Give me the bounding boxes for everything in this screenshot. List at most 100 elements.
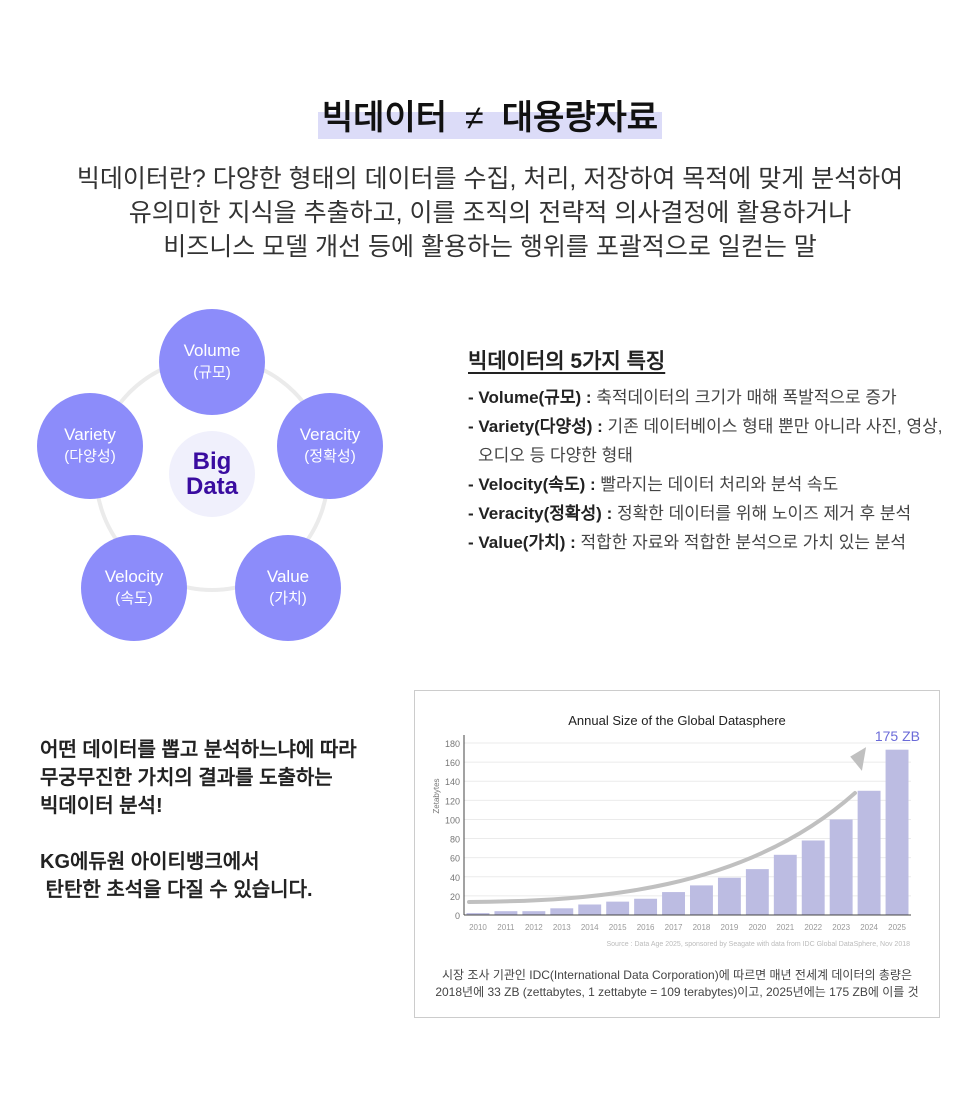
x-tick-label: 2017 [665, 923, 683, 932]
chart-title: Annual Size of the Global Datasphere [568, 713, 786, 728]
bar-2022 [801, 840, 825, 915]
feature-desc: 정확한 데이터를 위해 노이즈 제거 후 분석 [612, 504, 912, 523]
bar-2010 [466, 913, 490, 915]
caption-line: 2018년에 33 ZB (zettabytes, 1 zettabyte = … [435, 985, 919, 999]
circle-sublabel: (다양성) [64, 448, 116, 465]
x-tick-label: 2016 [637, 923, 655, 932]
feature-term: - Volume(규모) : [468, 388, 592, 407]
bar-2021 [773, 854, 797, 915]
promo-line: 탄탄한 초석을 다질 수 있습니다. [40, 879, 313, 901]
title-left: 빅데이터 [321, 99, 448, 137]
promo-line: 빅데이터 분석! [40, 795, 163, 817]
circle-sublabel: (정확성) [304, 448, 356, 465]
circle-value: Value (가치) [235, 535, 341, 641]
bar-2011 [494, 911, 518, 915]
x-tick-label: 2025 [888, 923, 906, 932]
intro-line: 빅데이터란? 다양한 형태의 데이터를 수집, 처리, 저장하여 목적에 맞게 … [76, 165, 904, 193]
annotation-175zb: 175 ZB [875, 728, 920, 744]
x-tick-label: 2021 [776, 923, 794, 932]
bar-2024 [857, 790, 881, 915]
title-highlight: 빅데이터 ≠ 대용량자료 [317, 90, 663, 139]
feature-desc: 기존 데이터베이스 형태 뿐만 아니라 사진, 영상, [602, 417, 943, 436]
intro-text: 빅데이터란? 다양한 형태의 데이터를 수집, 처리, 저장하여 목적에 맞게 … [0, 162, 980, 264]
not-equal-symbol: ≠ [465, 99, 484, 137]
datasphere-chart-card: Annual Size of the Global Datasphere 0 20 4… [414, 690, 940, 1018]
x-tick-label: 2010 [469, 923, 487, 932]
bar-2018 [690, 885, 713, 915]
center-label: Big [192, 448, 232, 475]
bar-2017 [662, 892, 685, 915]
y-tick-label: 40 [450, 873, 460, 883]
circle-label: Volume [183, 341, 241, 360]
bar-2013 [550, 908, 574, 915]
x-tick-label: 2018 [693, 923, 711, 932]
circle-variety: Variety (다양성) [37, 393, 143, 499]
circle-label: Veracity [299, 425, 361, 444]
x-tick-label: 2011 [497, 923, 515, 932]
circle-sublabel: (속도) [115, 590, 153, 607]
bar-2016 [634, 898, 658, 915]
feature-item: - Veracity(정확성) : 정확한 데이터를 위해 노이즈 제거 후 분… [468, 499, 942, 528]
feature-term: - Variety(다양성) : [468, 417, 603, 436]
y-tick-label: 100 [445, 815, 460, 825]
promo-line: KG에듀원 아이티뱅크에서 [40, 851, 260, 873]
x-tick-label: 2024 [860, 923, 878, 932]
feature-term: - Veracity(정확성) : [468, 504, 613, 523]
y-tick-label: 140 [445, 777, 460, 787]
x-tick-label: 2014 [581, 923, 599, 932]
x-tick-label: 2023 [832, 923, 850, 932]
feature-term: - Velocity(속도) : [468, 475, 596, 494]
x-tick-label: 2012 [525, 923, 543, 932]
title-right: 대용량자료 [501, 99, 659, 137]
growth-arrow [467, 791, 857, 904]
caption-line: 시장 조사 기관인 IDC(International Data Corpora… [441, 968, 913, 982]
circle-label: Velocity [104, 567, 164, 586]
promo-spacer [40, 820, 357, 848]
center-label: Data [185, 473, 239, 500]
bar-2014 [578, 904, 602, 915]
circle-volume: Volume (규모) [159, 309, 265, 415]
circle-velocity: Velocity (속도) [81, 535, 187, 641]
page-title: 빅데이터 ≠ 대용량자료 [0, 90, 980, 139]
feature-desc: 적합한 자료와 적합한 분석으로 가치 있는 분석 [575, 533, 907, 552]
y-axis-label: Zetabytes [432, 778, 441, 813]
promo-text: 어떤 데이터를 뽑고 분석하느냐에 따라 무궁무진한 가치의 결과를 도출하는 … [40, 736, 357, 904]
y-tick-label: 0 [455, 911, 460, 921]
x-tick-label: 2020 [748, 923, 766, 932]
y-tick-label: 60 [450, 854, 460, 864]
big-data-center: Big Data [169, 431, 255, 517]
circle-label: Value [266, 567, 310, 586]
x-tick-label: 2015 [609, 923, 627, 932]
feature-item: - Volume(규모) : 축적데이터의 크기가 매해 폭발적으로 증가 [468, 383, 942, 412]
x-tick-label: 2013 [553, 923, 571, 932]
bar-2025 [885, 749, 909, 915]
datasphere-chart: Annual Size of the Global Datasphere 0 20 4… [432, 713, 920, 948]
bar-2020 [745, 869, 769, 915]
features-heading: 빅데이터의 5가지 특징 [468, 350, 666, 373]
feature-desc: 축적데이터의 크기가 매해 폭발적으로 증가 [591, 388, 897, 407]
chart-caption: 시장 조사 기관인 IDC(International Data Corpora… [415, 967, 939, 1001]
bar-2023 [829, 819, 853, 915]
feature-desc-cont: 오디오 등 다양한 형태 [478, 446, 633, 465]
chart-source: Source : Data Age 2025, sponsored by Sea… [606, 941, 910, 948]
promo-line: 무궁무진한 가치의 결과를 도출하는 [40, 767, 333, 789]
circle-label: Variety [64, 425, 116, 444]
bar-2015 [606, 901, 630, 915]
feature-item: - Variety(다양성) : 기존 데이터베이스 형태 뿐만 아니라 사진,… [468, 412, 942, 470]
x-tick-label: 2019 [721, 923, 739, 932]
y-tick-label: 120 [445, 796, 460, 806]
intro-line: 비즈니스 모델 개선 등에 활용하는 행위를 포괄적으로 일컫는 말 [163, 233, 817, 261]
bar-2012 [522, 911, 546, 915]
y-tick-label: 180 [445, 739, 460, 749]
feature-desc: 빨라지는 데이터 처리와 분석 속도 [595, 475, 839, 494]
circle-sublabel: (규모) [193, 364, 231, 381]
x-tick-label: 2022 [804, 923, 822, 932]
growth-arrowhead [850, 747, 867, 771]
y-tick-label: 160 [445, 758, 460, 768]
feature-term: - Value(가치) : [468, 533, 576, 552]
y-tick-label: 20 [450, 892, 460, 902]
feature-item: - Value(가치) : 적합한 자료와 적합한 분석으로 가치 있는 분석 [468, 528, 942, 557]
y-tick-label: 80 [450, 835, 460, 845]
promo-line: 어떤 데이터를 뽑고 분석하느냐에 따라 [40, 739, 357, 761]
features-section: 빅데이터의 5가지 특징 - Volume(규모) : 축적데이터의 크기가 매… [468, 345, 942, 557]
